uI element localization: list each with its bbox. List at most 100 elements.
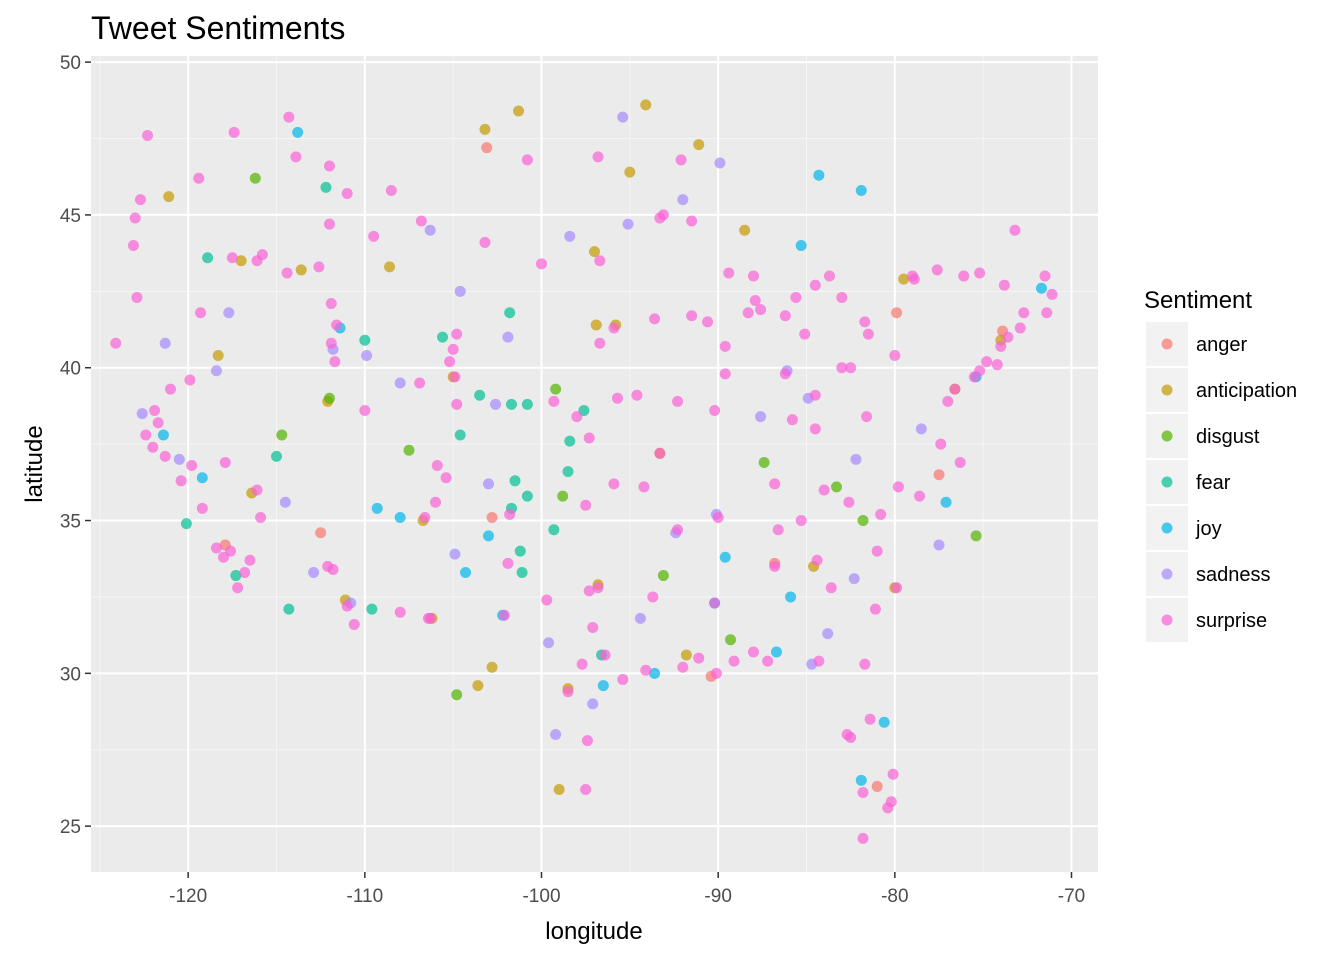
data-point-surprise — [631, 389, 643, 401]
data-point-surprise — [1041, 307, 1053, 319]
data-point-surprise — [762, 655, 774, 667]
data-point-surprise — [672, 524, 684, 536]
data-point-surprise — [998, 279, 1010, 291]
y-tick-label: 50 — [60, 53, 81, 74]
data-point-joy — [813, 169, 825, 181]
data-point-fear — [202, 252, 214, 264]
data-point-surprise — [394, 606, 406, 618]
data-point-disgust — [657, 570, 669, 582]
data-point-surprise — [562, 686, 574, 698]
data-point-surprise — [974, 267, 986, 279]
data-point-joy — [770, 646, 782, 658]
data-point-fear — [514, 545, 526, 557]
data-point-surprise — [908, 273, 920, 285]
data-point-surprise — [942, 395, 954, 407]
data-point-surprise — [196, 502, 208, 514]
data-point-fear — [562, 466, 574, 478]
legend-item-anger: anger — [1146, 322, 1247, 366]
data-point-anticipation — [553, 783, 565, 795]
legend-label: joy — [1195, 518, 1222, 540]
data-point-surprise — [991, 359, 1003, 371]
data-point-surprise — [608, 322, 620, 334]
data-point-sadness — [424, 224, 436, 236]
data-point-sadness — [622, 218, 634, 230]
data-point-surprise — [149, 405, 161, 417]
legend-label: disgust — [1196, 426, 1260, 448]
data-point-fear — [437, 331, 449, 343]
data-point-fear — [359, 334, 371, 346]
legend: Sentiment anger anticipation disgust fear jo… — [1144, 287, 1297, 642]
data-point-surprise — [594, 255, 606, 267]
data-point-sadness — [543, 637, 555, 649]
data-point-surprise — [809, 423, 821, 435]
legend-label: anticipation — [1196, 380, 1297, 402]
data-point-sadness — [483, 478, 494, 490]
data-point-surprise — [889, 350, 901, 362]
data-point-surprise — [749, 294, 761, 306]
y-tick-label: 40 — [60, 359, 81, 380]
data-point-surprise — [325, 298, 337, 310]
data-point-fear — [271, 450, 282, 462]
data-point-sadness — [587, 698, 599, 710]
data-point-disgust — [857, 515, 869, 527]
data-point-surprise — [719, 340, 731, 352]
data-point-surprise — [845, 362, 857, 374]
legend-item-fear: fear — [1146, 460, 1231, 504]
data-point-surprise — [825, 582, 837, 594]
data-point-surprise — [193, 172, 205, 184]
data-point-surprise — [359, 405, 371, 417]
data-point-anticipation — [624, 166, 636, 178]
y-tick-label: 25 — [60, 817, 81, 838]
legend-items: anger anticipation disgust fear joy sadness su… — [1146, 322, 1297, 642]
data-point-surprise — [675, 154, 687, 166]
data-point-sadness — [822, 628, 834, 640]
legend-label: sadness — [1196, 564, 1271, 586]
data-point-fear — [180, 518, 192, 530]
data-point-surprise — [862, 328, 874, 340]
data-point-fear — [505, 398, 517, 410]
y-tick-label: 35 — [60, 512, 81, 533]
data-point-sadness — [550, 728, 562, 740]
data-point-surprise — [841, 728, 853, 740]
series-surprise — [110, 111, 1058, 844]
x-tick-label: -100 — [522, 886, 560, 907]
data-point-surprise — [580, 783, 592, 795]
data-point-surprise — [498, 609, 510, 621]
legend-label: fear — [1196, 472, 1231, 494]
data-point-anticipation — [693, 139, 705, 151]
data-point-surprise — [165, 383, 176, 395]
data-point-surprise — [228, 126, 240, 138]
data-point-surprise — [451, 328, 463, 340]
data-point-sadness — [677, 194, 689, 206]
data-point-surprise — [175, 475, 187, 487]
data-point-surprise — [440, 472, 452, 484]
data-point-anger — [891, 307, 903, 319]
legend-item-surprise: surprise — [1146, 598, 1267, 642]
data-point-surprise — [541, 594, 553, 606]
data-point-fear — [564, 435, 576, 447]
data-point-surprise — [592, 582, 604, 594]
x-axis-ticks: -120 -110 -100 -90 -80 -70 — [169, 872, 1085, 907]
legend-swatch-anticipation — [1161, 384, 1173, 396]
data-point-surprise — [748, 270, 759, 282]
data-point-surprise — [325, 337, 337, 349]
data-point-anticipation — [589, 246, 600, 258]
data-point-anticipation — [640, 99, 652, 111]
data-point-surprise — [239, 566, 251, 578]
legend-item-sadness: sadness — [1146, 552, 1271, 596]
data-point-surprise — [594, 337, 606, 349]
data-point-surprise — [882, 802, 894, 814]
data-point-fear — [454, 429, 466, 441]
data-point-sadness — [850, 453, 862, 465]
data-point-surprise — [786, 414, 798, 426]
data-point-surprise — [672, 395, 684, 407]
data-point-surprise — [799, 328, 811, 340]
data-point-joy — [878, 716, 890, 728]
data-point-surprise — [995, 340, 1007, 352]
data-point-joy — [597, 680, 609, 692]
data-point-surprise — [140, 429, 152, 441]
data-point-joy — [1035, 282, 1047, 294]
data-point-disgust — [403, 444, 415, 456]
data-point-fear — [230, 570, 242, 582]
data-point-surprise — [709, 597, 721, 609]
